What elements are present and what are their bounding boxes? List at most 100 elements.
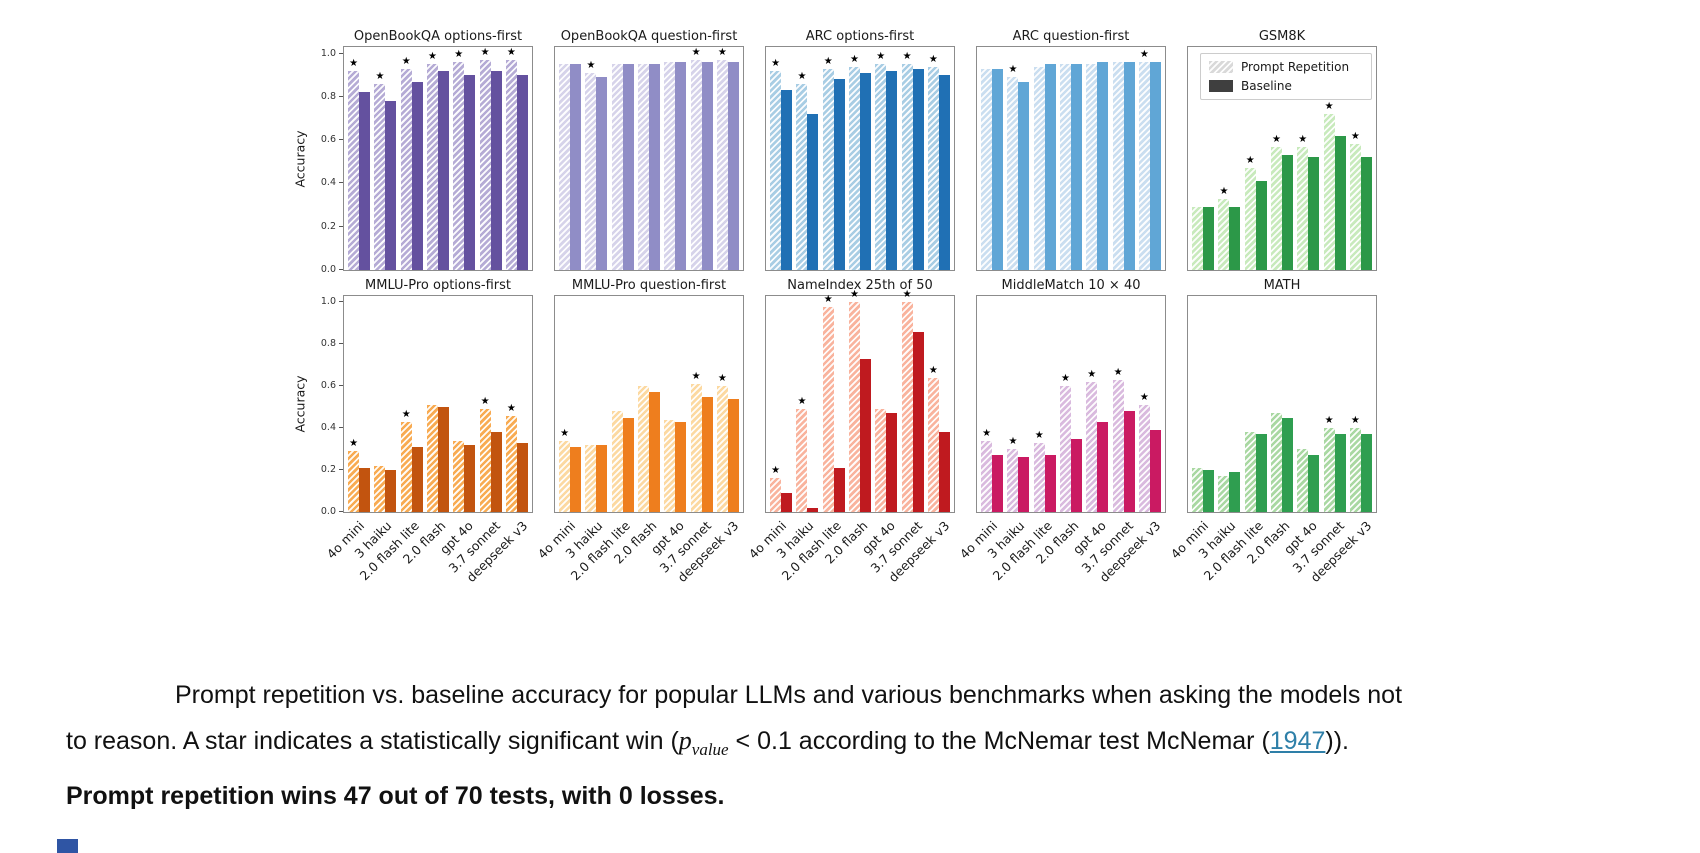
bar-group-2-0-flash: ★ bbox=[1059, 296, 1082, 512]
significance-star-icon: ★ bbox=[771, 465, 781, 477]
bar-prompt-repetition bbox=[664, 62, 676, 270]
bar-group-2-0-flash bbox=[637, 47, 660, 270]
bar-prompt-repetition bbox=[1112, 62, 1124, 270]
subplot-math: MATH ★ ★ 4o mini 3 haiku 2.0 flash lite 2.0 fl… bbox=[1168, 277, 1377, 585]
legend-item-prompt-repetition: Prompt Repetition bbox=[1209, 60, 1363, 74]
significance-star-icon: ★ bbox=[1139, 392, 1149, 404]
bar-prompt-repetition bbox=[981, 68, 993, 270]
legend-swatch-hatched-icon bbox=[1209, 61, 1233, 73]
significance-star-icon: ★ bbox=[1350, 415, 1360, 427]
caption-line-3: Prompt repetition wins 47 out of 70 test… bbox=[66, 782, 725, 810]
bar-group-gpt-4o: ★ bbox=[875, 47, 898, 270]
bar-prompt-repetition bbox=[848, 302, 860, 512]
bar-group-3-haiku: ★ bbox=[796, 47, 819, 270]
subplot-title: ARC options-first bbox=[805, 29, 915, 44]
bar-prompt-repetition bbox=[770, 478, 782, 512]
caption-text-pre: to reason. A star indicates a statistica… bbox=[66, 727, 679, 755]
significance-star-icon: ★ bbox=[1008, 436, 1018, 448]
bars: ★ ★ ★ bbox=[555, 296, 743, 512]
bar-prompt-repetition bbox=[1349, 428, 1361, 512]
bar-baseline bbox=[570, 64, 582, 270]
subplot-title: NameIndex 25th of 50 bbox=[787, 278, 933, 293]
subplot-title: MMLU-Pro question-first bbox=[571, 278, 727, 293]
significance-star-icon: ★ bbox=[1219, 185, 1229, 197]
y-axis-label: Accuracy bbox=[292, 375, 308, 433]
caption-text-post: )). bbox=[1325, 727, 1350, 755]
bar-group-deepseek-v3: ★ bbox=[1349, 47, 1372, 270]
bar-group-deepseek-v3: ★ bbox=[716, 296, 739, 512]
bar-group-3-7-sonnet: ★ bbox=[690, 47, 713, 270]
citation-link-1947[interactable]: 1947 bbox=[1269, 727, 1326, 755]
bar-group-3-7-sonnet: ★ bbox=[901, 290, 924, 512]
significance-star-icon: ★ bbox=[717, 47, 727, 58]
bar-group-2-0-flash-lite: ★ bbox=[1244, 47, 1267, 270]
bar-group-gpt-4o bbox=[664, 47, 687, 270]
plot-area: 1.0 0.8 0.6 0.4 0.2 0.0 Accuracy ★ ★ ★ ★ ★ ★ ★ bbox=[293, 46, 533, 275]
y-tick-label: 1.0 bbox=[320, 296, 336, 308]
bar-group-3-7-sonnet bbox=[1112, 47, 1135, 270]
bar-prompt-repetition bbox=[1244, 432, 1256, 512]
bar-prompt-repetition bbox=[559, 440, 571, 512]
bar-group-2-0-flash-lite: ★ bbox=[822, 47, 845, 270]
bar-prompt-repetition bbox=[453, 440, 465, 512]
bar-prompt-repetition bbox=[1086, 381, 1098, 512]
bar-group-3-7-sonnet: ★ bbox=[901, 47, 924, 270]
math-p-subscript: value bbox=[691, 740, 729, 759]
y-tick-label: 0.6 bbox=[320, 380, 336, 392]
bar-baseline bbox=[938, 75, 950, 270]
bar-group-2-0-flash-lite bbox=[1244, 296, 1267, 512]
subplot-title: OpenBookQA question-first bbox=[560, 29, 738, 44]
y-tick-label: 0.2 bbox=[320, 220, 336, 232]
bar-prompt-repetition bbox=[400, 68, 412, 270]
significance-star-icon: ★ bbox=[823, 55, 833, 67]
bar-prompt-repetition bbox=[716, 60, 728, 270]
bar-baseline bbox=[1070, 438, 1082, 512]
legend-swatch-solid-icon bbox=[1209, 80, 1233, 92]
bar-baseline bbox=[1255, 181, 1267, 270]
bar-prompt-repetition bbox=[374, 465, 386, 512]
bar-baseline bbox=[912, 331, 924, 512]
bar-group-deepseek-v3: ★ bbox=[1138, 296, 1161, 512]
bars: ★ ★ bbox=[1188, 296, 1376, 512]
legend-item-baseline: Baseline bbox=[1209, 79, 1363, 93]
bar-prompt-repetition bbox=[505, 60, 517, 270]
bar-baseline bbox=[859, 358, 871, 512]
bar-prompt-repetition bbox=[1323, 114, 1335, 270]
bar-group-2-0-flash bbox=[426, 296, 449, 512]
bar-baseline bbox=[490, 70, 502, 270]
x-axis-labels: 4o mini 3 haiku 2.0 flash lite 2.0 flash gpt… bbox=[324, 513, 533, 585]
y-tick-label: 0.4 bbox=[320, 177, 336, 189]
bar-prompt-repetition bbox=[875, 64, 887, 270]
subplot-middlematch-10-40: MiddleMatch 10 × 40 ★ ★ ★ ★ ★ ★ ★ 4o mini 3 haiku… bbox=[957, 277, 1166, 585]
y-tick-mark bbox=[339, 343, 343, 345]
bars: ★ ★ ★ ★ ★ ★ ★ bbox=[344, 47, 532, 270]
legend-label-baseline: Baseline bbox=[1241, 79, 1292, 93]
bar-group-3-7-sonnet: ★ bbox=[690, 296, 713, 512]
subplot-title: MiddleMatch 10 × 40 bbox=[1001, 278, 1141, 293]
bar-baseline bbox=[1097, 62, 1109, 270]
subplot-arc-options-first: ARC options-first ★ ★ ★ ★ ★ ★ ★ bbox=[765, 28, 955, 271]
bars: ★ ★ ★ ★ ★ ★ ★ bbox=[977, 296, 1165, 512]
y-tick-mark bbox=[339, 427, 343, 429]
bar-prompt-repetition bbox=[426, 405, 438, 512]
plot-area: 1.0 0.8 0.6 0.4 0.2 0.0 Accuracy ★ ★ ★ ★ bbox=[293, 295, 533, 517]
bar-baseline bbox=[886, 413, 898, 512]
bar-prompt-repetition bbox=[822, 68, 834, 270]
bar-prompt-repetition bbox=[611, 64, 623, 270]
plot-area: ★ ★ ★ ★ ★ ★ bbox=[765, 290, 955, 513]
bar-baseline bbox=[1229, 472, 1241, 512]
subplot-title: MMLU-Pro options-first bbox=[365, 278, 511, 293]
bar-group-gpt-4o: ★ bbox=[1086, 296, 1109, 512]
significance-star-icon: ★ bbox=[902, 51, 912, 63]
bar-baseline bbox=[437, 70, 449, 270]
bar-group-2-0-flash bbox=[1270, 296, 1293, 512]
bar-prompt-repetition bbox=[901, 302, 913, 512]
bar-baseline bbox=[886, 70, 898, 270]
bar-group-3-haiku bbox=[1218, 296, 1241, 512]
significance-star-icon: ★ bbox=[428, 51, 437, 63]
plot-area: ★ ★ ★ ★ ★ ★ ★ bbox=[765, 46, 955, 271]
bar-prompt-repetition bbox=[1297, 449, 1309, 512]
bar-prompt-repetition bbox=[796, 409, 808, 512]
bar-group-4o-mini: ★ bbox=[559, 296, 582, 512]
bar-prompt-repetition bbox=[1270, 413, 1282, 512]
